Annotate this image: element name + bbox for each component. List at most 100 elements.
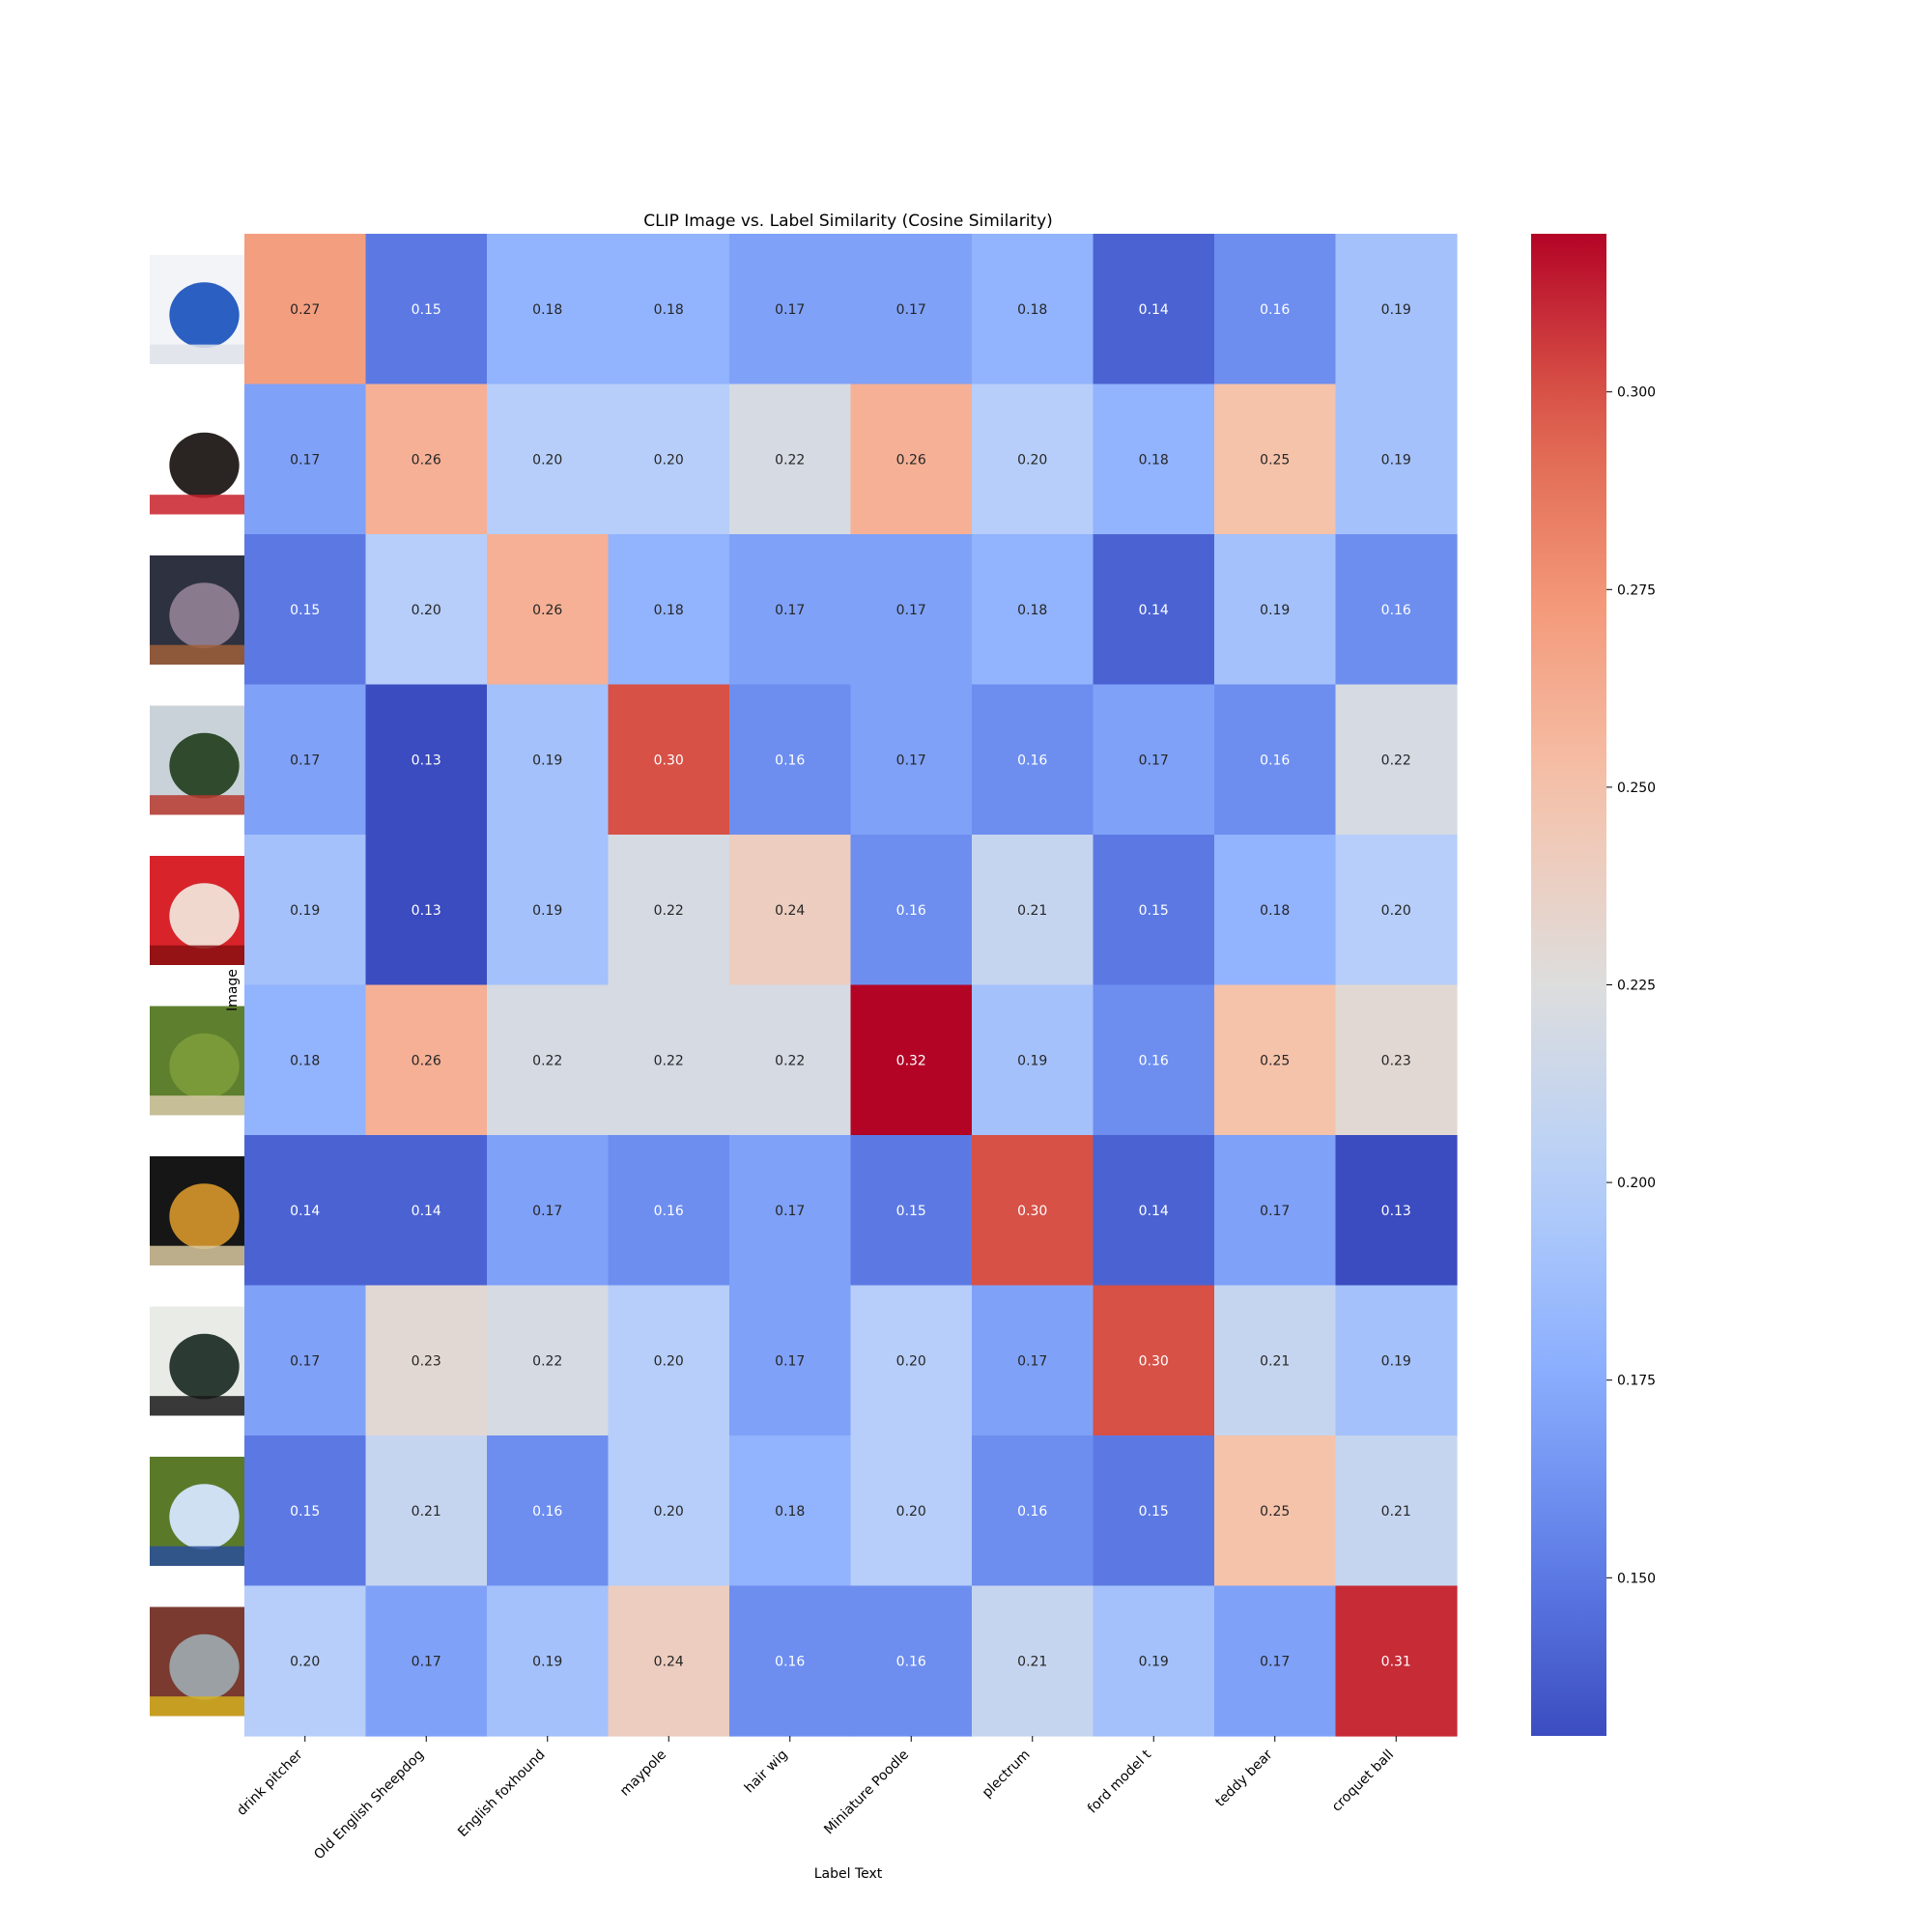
heatmap-cell bbox=[729, 684, 852, 836]
heatmap-cell bbox=[365, 1285, 488, 1436]
heatmap-cell bbox=[1214, 1435, 1337, 1587]
cell-value-label: 0.18 bbox=[654, 302, 684, 318]
x-tick-label: English foxhound bbox=[455, 1747, 548, 1840]
cell-value-label: 0.20 bbox=[1017, 452, 1047, 468]
heatmap-cell bbox=[1093, 835, 1215, 986]
cell-value-label: 0.17 bbox=[1139, 753, 1169, 768]
heatmap-cell bbox=[608, 1285, 730, 1436]
heatmap-cell bbox=[365, 534, 488, 686]
heatmap-cell bbox=[487, 1585, 610, 1737]
heatmap-cell bbox=[1214, 984, 1337, 1136]
cell-value-label: 0.25 bbox=[1260, 1053, 1290, 1068]
x-tick-label: croquet ball bbox=[1329, 1747, 1397, 1815]
cell-value-label: 0.22 bbox=[532, 1353, 562, 1369]
heatmap-cell bbox=[850, 384, 973, 535]
heatmap-cell bbox=[608, 534, 730, 686]
heatmap-cell bbox=[608, 684, 730, 836]
cell-value-label: 0.18 bbox=[654, 603, 684, 618]
maypole-photo bbox=[150, 705, 259, 815]
heatmap-cell bbox=[972, 1585, 1094, 1737]
cell-value-label: 0.18 bbox=[1017, 302, 1047, 318]
row-thumbnails bbox=[150, 255, 259, 1717]
cell-value-label: 0.21 bbox=[1260, 1353, 1290, 1369]
heatmap-cell bbox=[244, 234, 367, 385]
heatmap-cell bbox=[972, 384, 1094, 535]
heatmap-cell bbox=[487, 1285, 610, 1436]
cell-value-label: 0.15 bbox=[896, 1204, 926, 1219]
cell-value-label: 0.17 bbox=[896, 603, 926, 618]
colorbar-tick-label: 0.275 bbox=[1617, 582, 1656, 598]
heatmap-cell bbox=[365, 1435, 488, 1587]
cell-value-label: 0.17 bbox=[775, 302, 805, 318]
heatmap-cell bbox=[487, 984, 610, 1136]
heatmap-cell bbox=[487, 684, 610, 836]
teddy-bears-photo bbox=[150, 1457, 259, 1566]
heatmap-cell bbox=[1093, 684, 1215, 836]
cell-value-label: 0.19 bbox=[1017, 1053, 1047, 1068]
cell-value-label: 0.18 bbox=[1139, 452, 1169, 468]
heatmap-cells: 0.27 0.15 0.18 0.18 0.17 0.17 0.18 0.14 0.16 0.19… bbox=[244, 234, 1458, 1737]
cell-value-label: 0.21 bbox=[412, 1504, 441, 1520]
cell-value-label: 0.20 bbox=[532, 452, 562, 468]
cell-value-label: 0.16 bbox=[775, 753, 805, 768]
cell-value-label: 0.25 bbox=[1260, 452, 1290, 468]
heatmap-cell bbox=[1214, 1135, 1337, 1287]
heatmap-cell bbox=[972, 234, 1094, 385]
cell-value-label: 0.26 bbox=[412, 452, 441, 468]
heatmap-cell bbox=[1214, 534, 1337, 686]
heatmap-cell bbox=[1093, 1285, 1215, 1436]
cell-value-label: 0.19 bbox=[1260, 603, 1290, 618]
cell-value-label: 0.13 bbox=[412, 753, 441, 768]
cell-value-label: 0.16 bbox=[775, 1654, 805, 1669]
x-tick-label: teddy bear bbox=[1212, 1747, 1276, 1810]
heatmap-cell bbox=[244, 384, 367, 535]
cell-value-label: 0.18 bbox=[775, 1504, 805, 1520]
cell-value-label: 0.21 bbox=[1017, 903, 1047, 919]
heatmap-cell bbox=[1335, 1285, 1458, 1436]
cell-value-label: 0.26 bbox=[412, 1053, 441, 1068]
cell-value-label: 0.23 bbox=[1381, 1053, 1411, 1068]
heatmap-cell bbox=[244, 534, 367, 686]
cell-value-label: 0.20 bbox=[654, 1353, 684, 1369]
heatmap-cell bbox=[1335, 684, 1458, 836]
heatmap-cell bbox=[1093, 384, 1215, 535]
heatmap-cell bbox=[244, 984, 367, 1136]
heatmap-cell bbox=[1214, 234, 1337, 385]
chart-title: CLIP Image vs. Label Similarity (Cosine … bbox=[643, 212, 1053, 231]
cell-value-label: 0.20 bbox=[1381, 903, 1411, 919]
cell-value-label: 0.19 bbox=[290, 903, 320, 919]
cell-value-label: 0.17 bbox=[532, 1204, 562, 1219]
cell-value-label: 0.13 bbox=[1381, 1204, 1411, 1219]
heatmap-cell bbox=[1335, 1585, 1458, 1737]
heatmap-cell bbox=[1093, 534, 1215, 686]
heatmap-cell bbox=[608, 1135, 730, 1287]
x-tick-label: ford model t bbox=[1085, 1747, 1154, 1816]
heatmap-cell bbox=[365, 984, 488, 1136]
heatmap-cell bbox=[487, 234, 610, 385]
cell-value-label: 0.30 bbox=[1139, 1353, 1169, 1369]
cell-value-label: 0.22 bbox=[654, 903, 684, 919]
heatmap-cell bbox=[729, 234, 852, 385]
heatmap-cell bbox=[972, 1435, 1094, 1587]
cell-value-label: 0.22 bbox=[532, 1053, 562, 1068]
heatmap-cell bbox=[1214, 1585, 1337, 1737]
heatmap-cell bbox=[487, 384, 610, 535]
heatmap-cell bbox=[1214, 1285, 1337, 1436]
heatmap-cell bbox=[972, 684, 1094, 836]
cell-value-label: 0.19 bbox=[532, 753, 562, 768]
heatmap-cell bbox=[729, 1285, 852, 1436]
heatmap-cell bbox=[244, 1585, 367, 1737]
colorbar-tick-label: 0.300 bbox=[1617, 385, 1656, 401]
heatmap-cell bbox=[1093, 1585, 1215, 1737]
heatmap-cell bbox=[1335, 384, 1458, 535]
heatmap-cell bbox=[608, 1585, 730, 1737]
heatmap-cell bbox=[729, 1135, 852, 1287]
heatmap-cell bbox=[1335, 234, 1458, 385]
heatmap-cell bbox=[487, 1435, 610, 1587]
cell-value-label: 0.14 bbox=[290, 1204, 320, 1219]
cell-value-label: 0.15 bbox=[290, 1504, 320, 1520]
cell-value-label: 0.16 bbox=[896, 903, 926, 919]
heatmap-cell bbox=[850, 1435, 973, 1587]
heatmap-cell bbox=[244, 1285, 367, 1436]
cell-value-label: 0.26 bbox=[896, 452, 926, 468]
